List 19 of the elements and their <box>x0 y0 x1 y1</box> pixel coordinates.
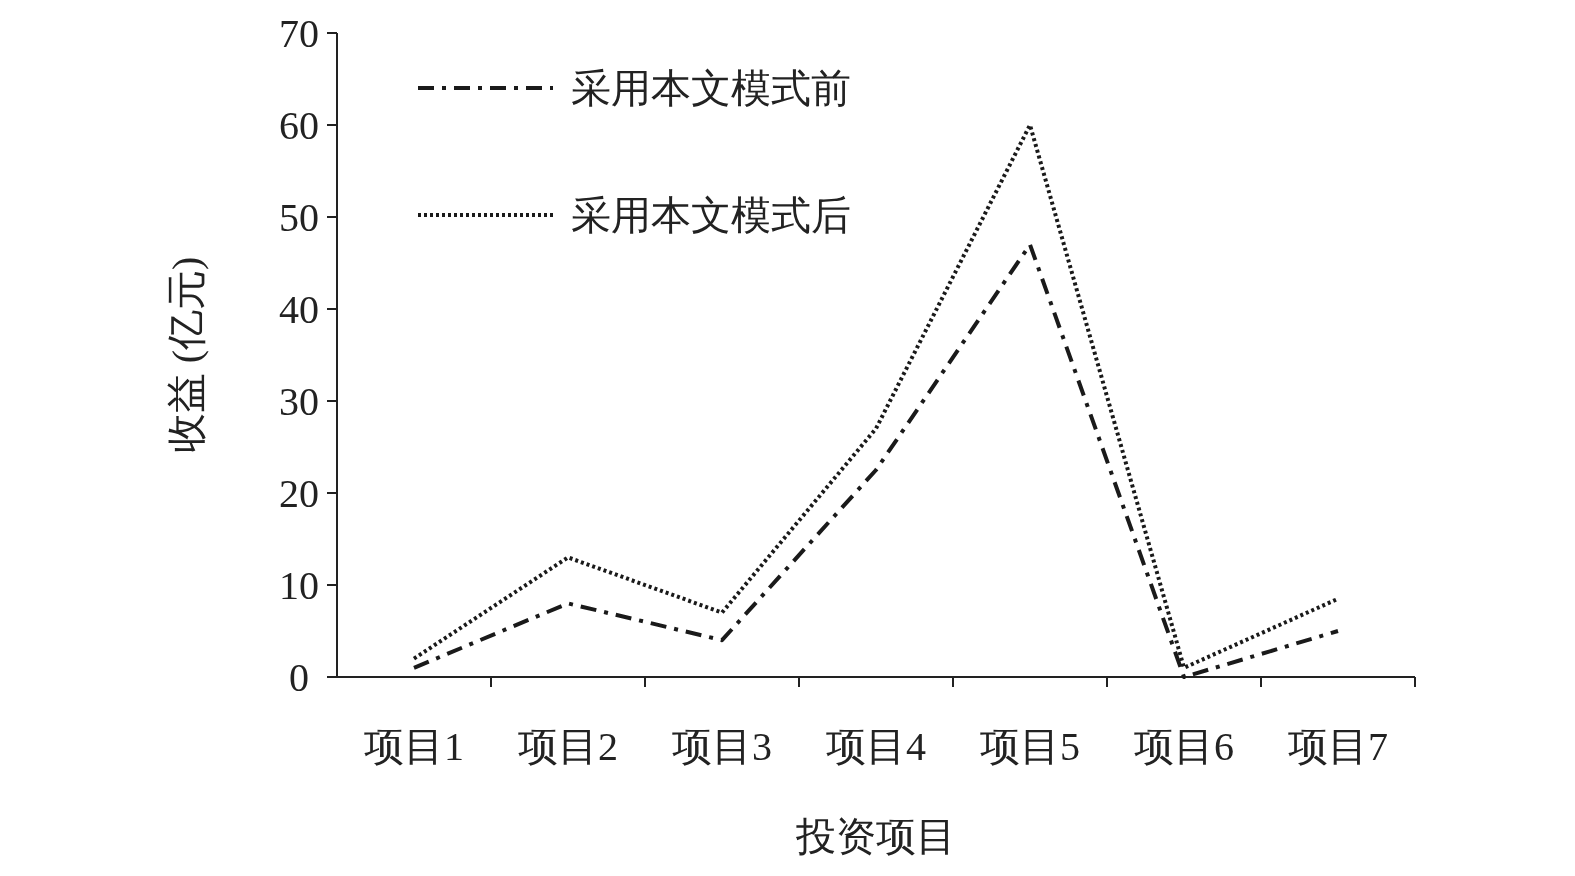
y-tick-label: 30 <box>279 379 319 424</box>
y-tick-label: 10 <box>279 563 319 608</box>
legend-label: 采用本文模式前 <box>571 66 851 111</box>
y-tick-label: 20 <box>279 471 319 516</box>
x-tick-label: 项目5 <box>980 724 1080 769</box>
x-tick-label: 项目3 <box>672 724 772 769</box>
y-tick-label: 70 <box>279 11 319 56</box>
y-tick-label: 60 <box>279 103 319 148</box>
y-axis-title: 收益 (亿元) <box>164 256 209 454</box>
x-tick-label: 项目1 <box>364 724 464 769</box>
x-tick-label: 项目7 <box>1288 724 1388 769</box>
y-tick-label: 40 <box>279 287 319 332</box>
y-tick-label: 0 <box>289 655 309 700</box>
x-tick-label: 项目6 <box>1134 724 1234 769</box>
y-tick-label: 50 <box>279 195 319 240</box>
x-tick-label: 项目2 <box>518 724 618 769</box>
legend-label: 采用本文模式后 <box>571 193 851 238</box>
x-axis-title: 投资项目 <box>795 814 956 859</box>
x-tick-label: 项目4 <box>826 724 926 769</box>
